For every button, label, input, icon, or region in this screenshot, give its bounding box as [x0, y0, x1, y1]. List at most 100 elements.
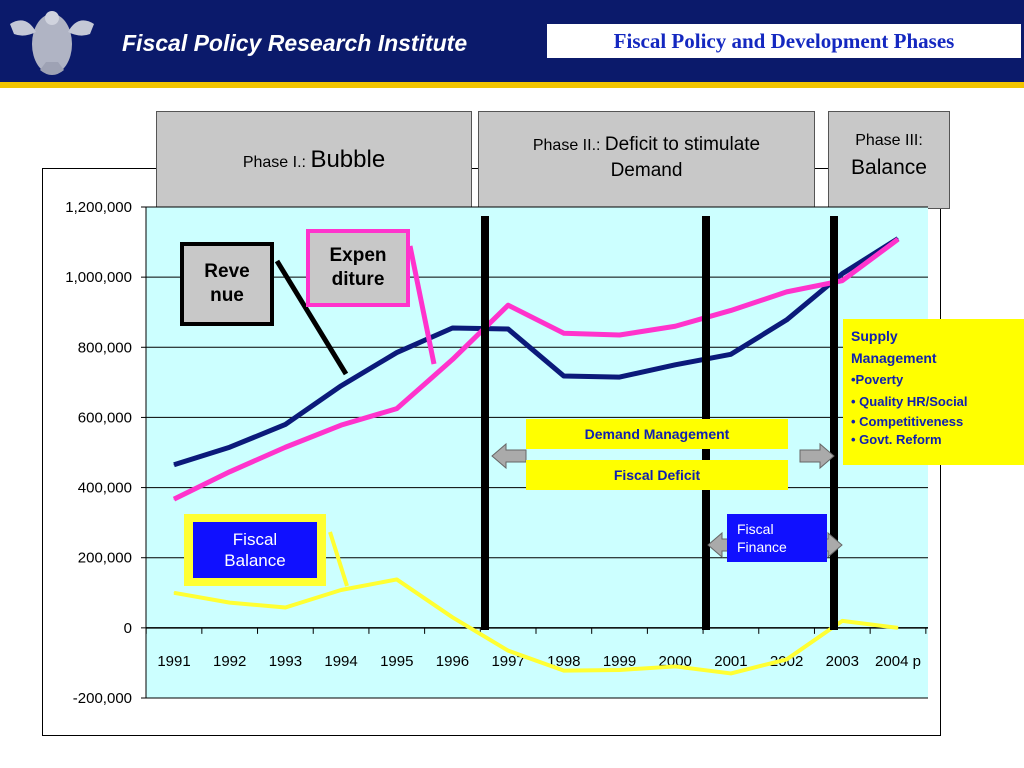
- data-point-fiscal-balance: [730, 672, 732, 674]
- x-tick-label: 1994: [324, 653, 357, 670]
- data-point-fiscal-balance: [396, 578, 398, 580]
- eagle-emblem-icon: [6, 4, 98, 80]
- y-tick-label: 800,000: [78, 339, 132, 356]
- data-point-expenditure: [841, 280, 843, 282]
- data-point-expenditure: [173, 498, 175, 500]
- series-line-expenditure: [172, 237, 900, 502]
- phase-2-name-line2: Demand: [610, 160, 683, 181]
- y-tick-label: 1,200,000: [65, 199, 132, 216]
- phase-2-name-line1: Deficit to stimulate: [604, 134, 761, 155]
- y-tick-label: 200,000: [78, 550, 132, 567]
- data-point-expenditure: [340, 424, 342, 426]
- series-line-fiscal-balance: [173, 577, 899, 676]
- revenue-label-line1: Reve: [204, 261, 250, 282]
- data-point-expenditure: [674, 325, 676, 327]
- phase-3-name: Balance: [851, 156, 927, 179]
- demand-management-box: Demand Management: [526, 419, 788, 449]
- slide-title: Fiscal Policy and Development Phases: [547, 24, 1021, 58]
- data-point-revenue: [340, 385, 342, 387]
- phase-1-prefix: Phase I.:: [242, 154, 306, 171]
- expenditure-label-box: Expen diture: [306, 229, 410, 307]
- supply-item: • Competitiveness: [851, 414, 964, 429]
- left-arrow-icon: [491, 442, 527, 470]
- data-point-revenue: [674, 364, 676, 366]
- header-accent-stripe: [0, 82, 1024, 88]
- supply-item: •Poverty: [851, 372, 904, 387]
- data-point-fiscal-balance: [451, 616, 453, 618]
- organization-name: Fiscal Policy Research Institute: [122, 30, 468, 56]
- expenditure-label-line2: diture: [331, 269, 385, 290]
- data-point-expenditure: [619, 334, 621, 336]
- revenue-label-box: Reve nue: [180, 242, 274, 326]
- data-point-revenue: [786, 319, 788, 321]
- data-point-expenditure: [507, 304, 509, 306]
- data-point-revenue: [619, 376, 621, 378]
- data-point-fiscal-balance: [173, 592, 175, 594]
- y-tick-label: 1,000,000: [65, 269, 132, 286]
- fiscal-deficit-box: Fiscal Deficit: [526, 460, 788, 490]
- revenue-pointer-line: [274, 259, 349, 376]
- supply-title-line1: Supply: [851, 328, 898, 344]
- data-point-revenue: [173, 464, 175, 466]
- fiscal-balance-label-box: Fiscal Balance: [184, 514, 326, 586]
- data-point-expenditure: [451, 359, 453, 361]
- data-point-fiscal-balance: [229, 602, 231, 604]
- x-tick-label: 1992: [213, 653, 246, 670]
- x-tick-label: 1996: [436, 653, 469, 670]
- y-tick-label: 0: [124, 620, 132, 637]
- data-point-revenue: [563, 375, 565, 377]
- data-point-fiscal-balance: [619, 669, 621, 671]
- data-point-fiscal-balance: [340, 589, 342, 591]
- data-point-revenue: [507, 328, 509, 330]
- x-tick-label: 2004 p: [875, 653, 921, 670]
- fiscal-balance-label-line2: Balance: [224, 551, 286, 570]
- data-point-fiscal-balance: [507, 650, 509, 652]
- data-point-expenditure: [563, 332, 565, 334]
- data-point-fiscal-balance: [786, 658, 788, 660]
- data-point-expenditure: [730, 309, 732, 311]
- x-tick-label: 1993: [269, 653, 302, 670]
- data-point-fiscal-balance: [563, 670, 565, 672]
- data-point-fiscal-balance: [284, 607, 286, 609]
- phase-3-prefix: Phase III:: [855, 132, 923, 149]
- supply-item: • Quality HR/Social: [851, 394, 968, 409]
- data-point-fiscal-balance: [674, 665, 676, 667]
- data-point-revenue: [284, 423, 286, 425]
- phase-2-prefix: Phase II.:: [532, 137, 601, 154]
- header-bar: Fiscal Policy Research Institute Fiscal …: [0, 0, 1024, 82]
- phase-3-label: Phase III: Balance: [828, 111, 950, 209]
- fiscal-finance-box: Fiscal Finance: [727, 514, 827, 562]
- data-point-expenditure: [396, 408, 398, 410]
- data-point-revenue: [396, 352, 398, 354]
- revenue-label-line2: nue: [210, 285, 244, 306]
- y-tick-label: 400,000: [78, 480, 132, 497]
- x-tick-label: 1997: [491, 653, 524, 670]
- expenditure-pointer-line: [407, 245, 437, 365]
- fiscal-balance-pointer-line: [328, 531, 349, 587]
- phase-1-name: Bubble: [310, 146, 386, 173]
- data-point-expenditure: [786, 291, 788, 293]
- data-point-expenditure: [229, 471, 231, 473]
- fiscal-balance-label: Fiscal Balance: [193, 522, 317, 578]
- data-point-revenue: [841, 273, 843, 275]
- x-tick-label: 1999: [603, 653, 636, 670]
- data-point-revenue: [897, 238, 899, 240]
- supply-item: • Govt. Reform: [851, 432, 942, 447]
- x-tick-label: 1995: [380, 653, 413, 670]
- y-tick-label: -200,000: [73, 690, 132, 707]
- data-point-revenue: [451, 327, 453, 329]
- data-point-fiscal-balance: [841, 620, 843, 622]
- supply-management-box: Supply Management •Poverty • Quality HR/…: [843, 319, 1024, 465]
- data-point-fiscal-balance: [897, 627, 899, 629]
- data-point-expenditure: [897, 238, 899, 240]
- fiscal-balance-label-line1: Fiscal: [232, 530, 278, 549]
- data-point-revenue: [730, 353, 732, 355]
- data-point-revenue: [229, 446, 231, 448]
- series-line-revenue: [173, 236, 900, 468]
- fiscal-finance-line1: Fiscal: [737, 521, 774, 537]
- x-tick-label: 2001: [714, 653, 747, 670]
- expenditure-label-line1: Expen: [329, 245, 387, 266]
- fiscal-finance-line2: Finance: [737, 539, 787, 555]
- supply-title-line2: Management: [851, 350, 937, 366]
